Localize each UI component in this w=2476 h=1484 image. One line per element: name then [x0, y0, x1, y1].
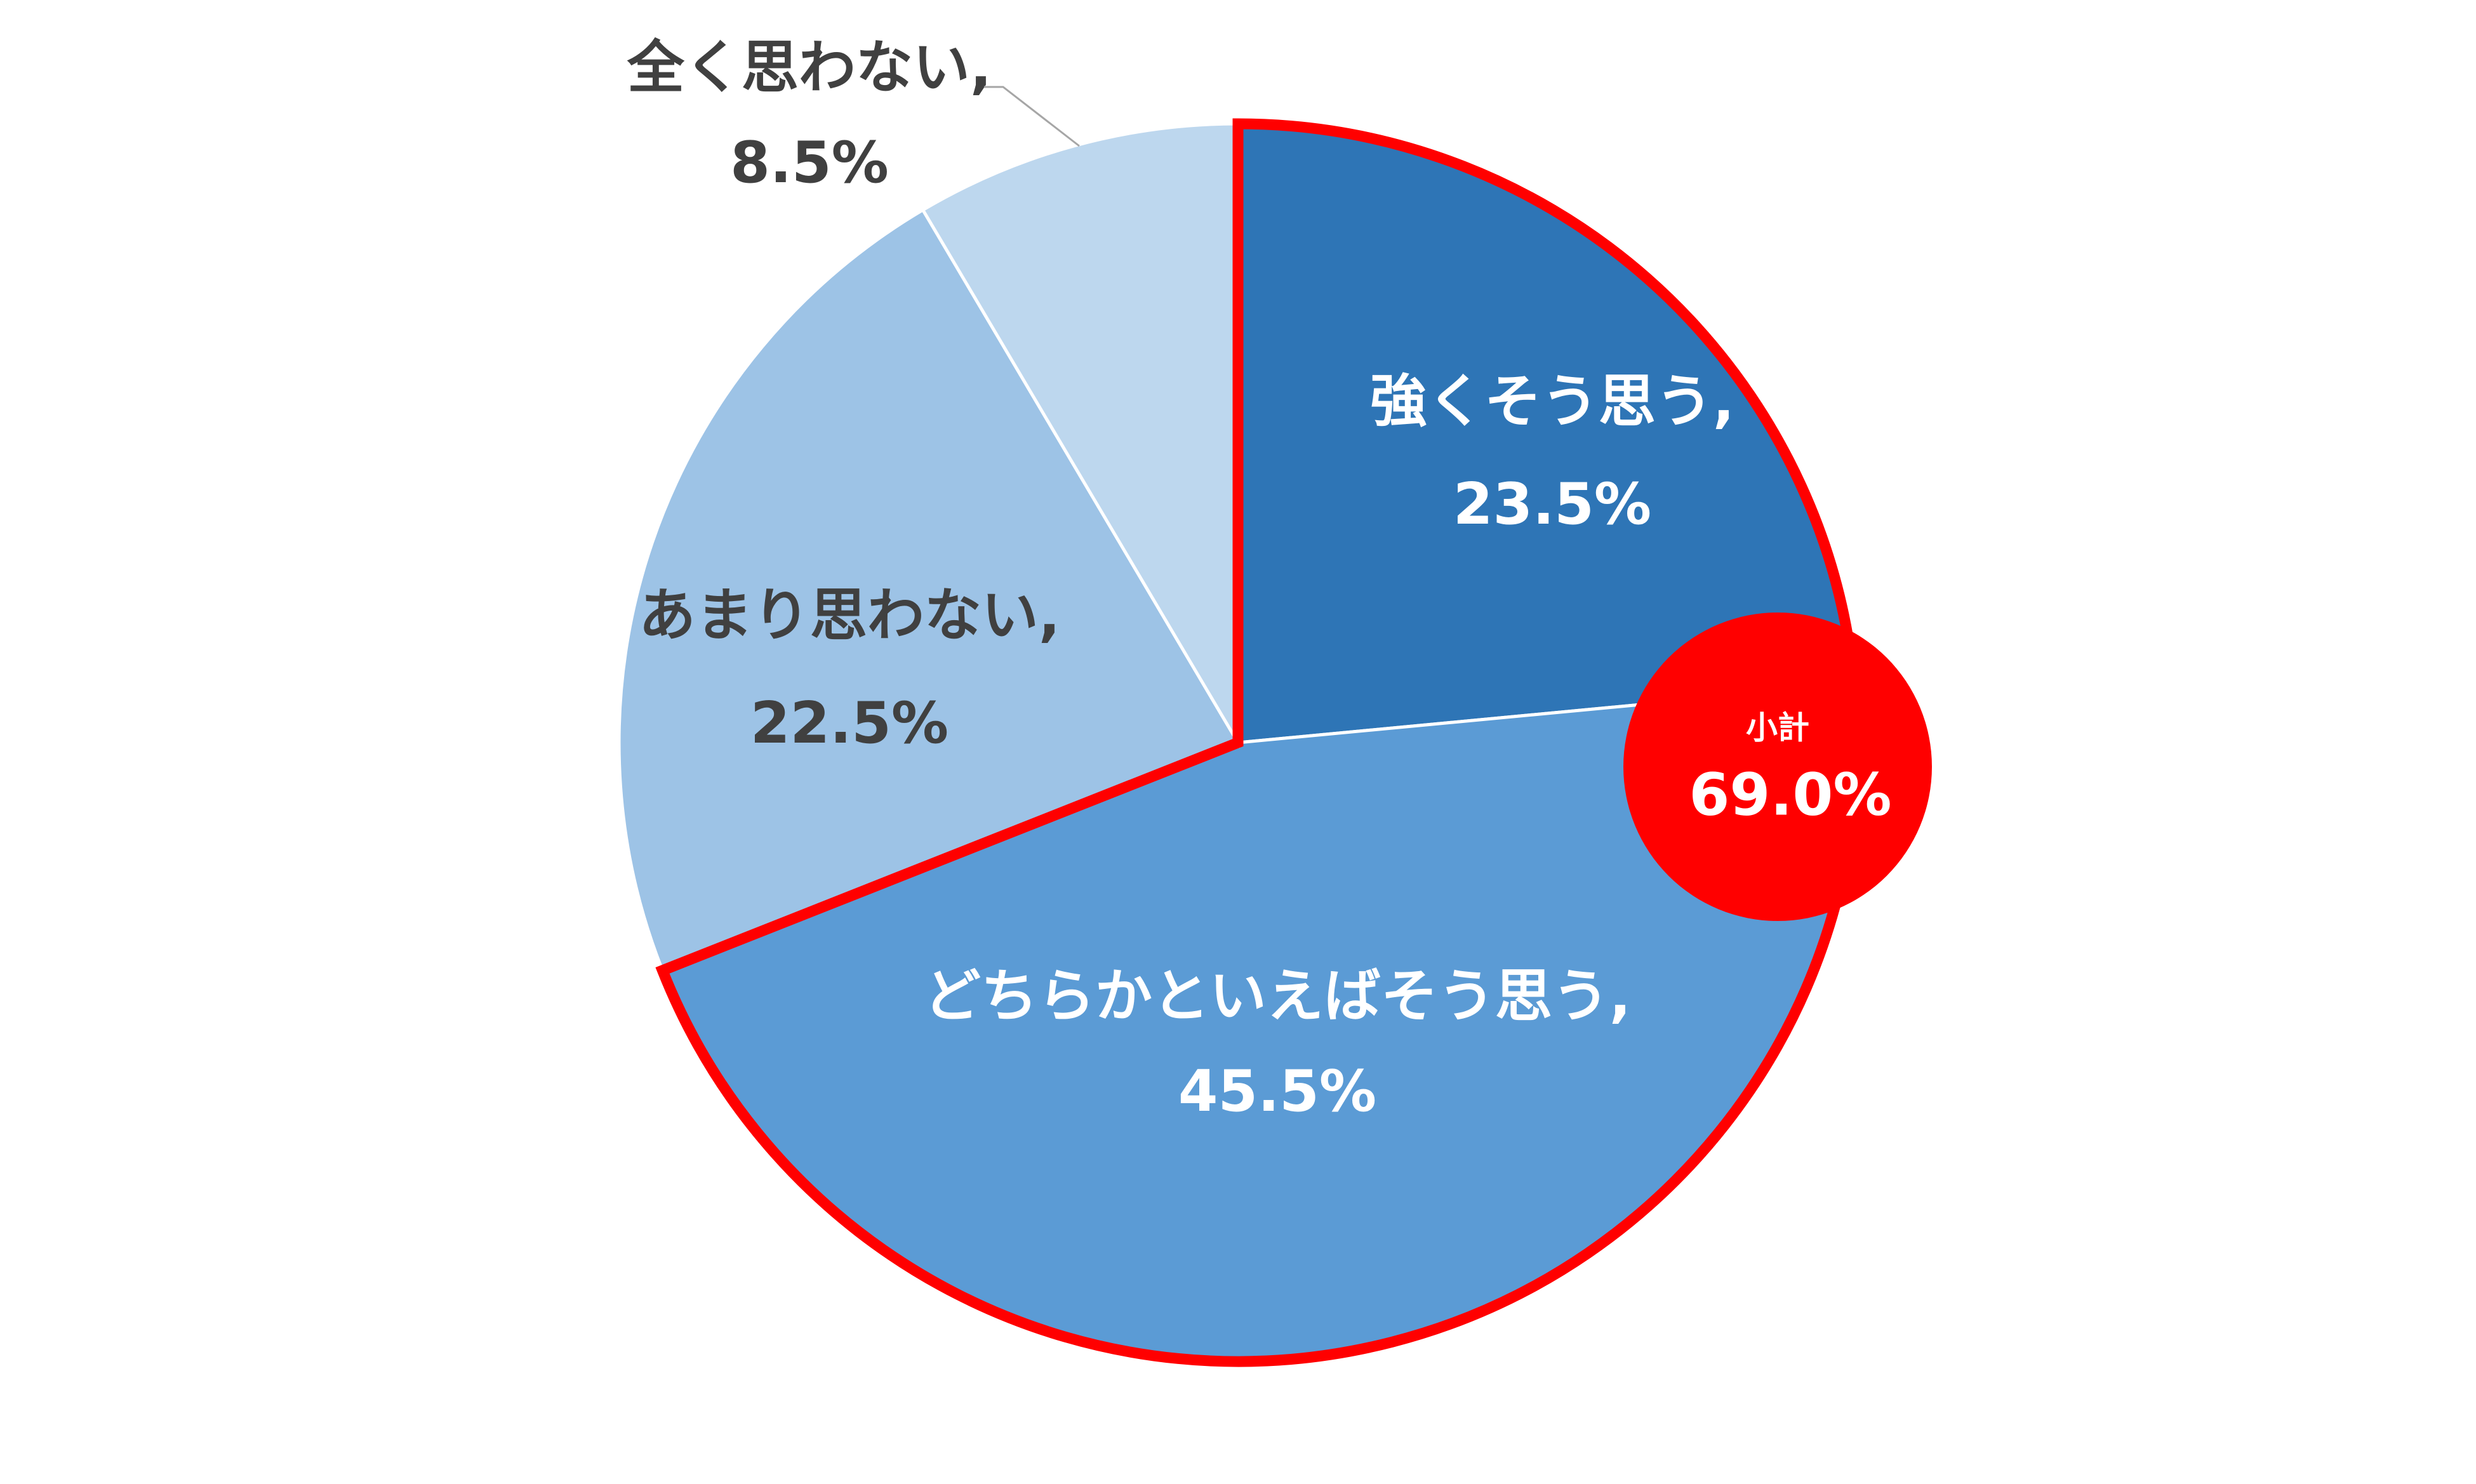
annotation-title: 小計 — [1746, 710, 1809, 746]
data-label-value: 8.5% — [730, 129, 889, 196]
data-label-value: 45.5% — [1178, 1058, 1376, 1125]
pie-slice — [921, 122, 1240, 749]
data-label-category: あまり思わない, — [639, 582, 1060, 649]
data-label-category: 全く思わない, — [627, 34, 992, 101]
data-label-value: 23.5% — [1453, 471, 1651, 538]
leader-line — [984, 86, 1080, 147]
highlight-outline — [655, 118, 1863, 1367]
annotation-badge — [1623, 613, 1932, 921]
data-label-category: 強くそう思う, — [1370, 368, 1734, 435]
annotation-text: 69.0% — [1689, 760, 1891, 828]
data-label-value: 22.5% — [750, 690, 948, 757]
pie-slice — [617, 208, 1241, 973]
data-label-category: どちらかといえばそう思う, — [924, 963, 1631, 1030]
